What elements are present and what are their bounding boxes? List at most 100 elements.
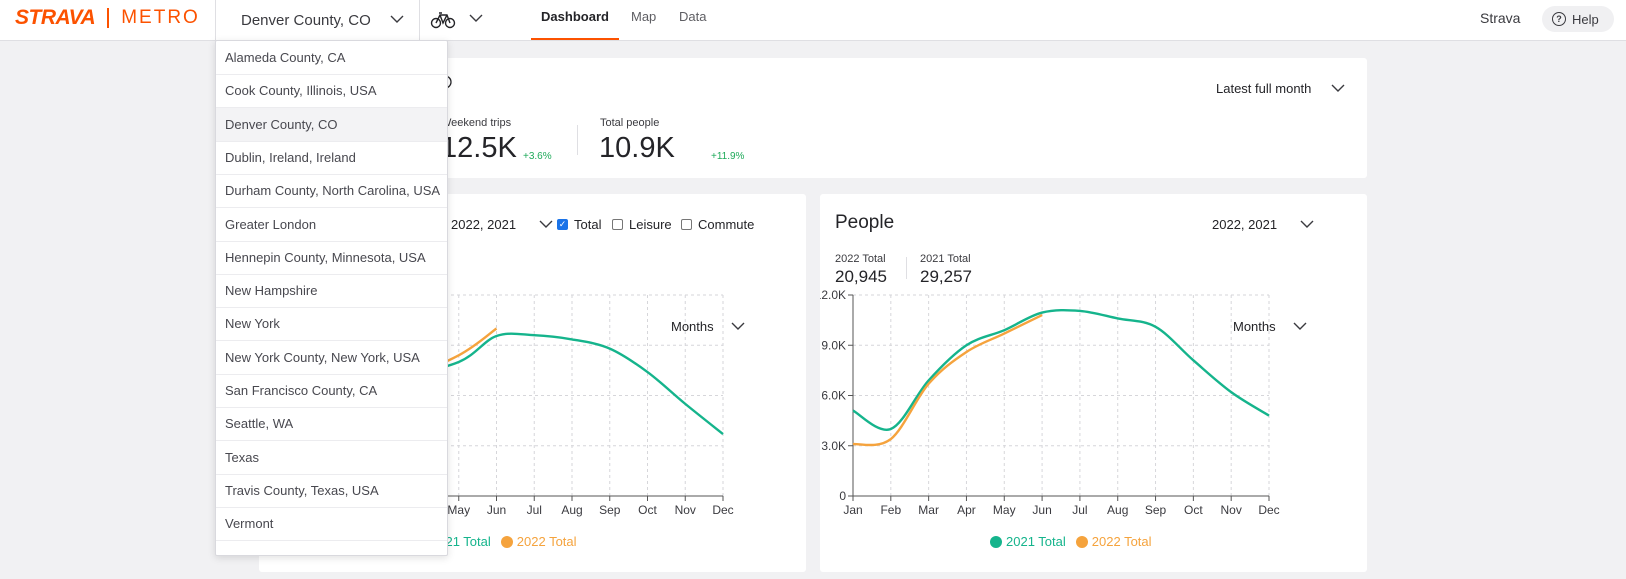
region-option[interactable]: Travis County, Texas, USA	[216, 474, 447, 508]
checkbox-leisure[interactable]: Leisure	[612, 217, 672, 232]
activity-select[interactable]	[430, 7, 490, 33]
checkbox-commute-label: Commute	[698, 217, 755, 232]
total-2021-value: 29,257	[920, 267, 972, 286]
people-card-title: People	[835, 212, 895, 233]
region-option[interactable]: New Hampshire	[216, 274, 447, 309]
chevron-down-icon	[1300, 220, 1314, 228]
stat-label-total-people: Total people	[600, 117, 660, 129]
region-option[interactable]: Texas	[216, 441, 447, 475]
x-axis-tick-label: Nov	[1221, 503, 1242, 517]
y-axis-tick-label: 0	[839, 489, 846, 503]
x-axis-tick-label: Jan	[843, 503, 862, 517]
bike-icon	[430, 12, 456, 29]
checkbox-leisure-label: Leisure	[629, 217, 672, 232]
help-button[interactable]: ? Help	[1542, 6, 1614, 32]
stat-divider	[577, 125, 578, 155]
x-axis-tick-label: Jun	[1032, 503, 1051, 517]
legend-2021-total[interactable]: 2021 Total	[990, 534, 1066, 549]
region-option[interactable]: Durham County, North Carolina, USA	[216, 174, 447, 209]
x-axis-tick-label: Feb	[880, 503, 901, 517]
region-option[interactable]: Denver County, CO	[216, 107, 447, 142]
x-axis-tick-label: Jun	[487, 503, 506, 517]
x-axis-tick-label: May	[993, 503, 1016, 517]
strava-link[interactable]: Strava	[1480, 10, 1521, 26]
top-bar: STRAVA METRO Denver County, CO Dashboard…	[0, 0, 1626, 41]
checkbox-commute-box[interactable]	[681, 219, 692, 230]
trips-granularity-select[interactable]: Months	[671, 319, 745, 334]
legend-2022-total[interactable]: 2022 Total	[500, 534, 577, 549]
people-line-chart: 0 3.0K 6.0K 9.0K 12.0K Jan Feb Mar Apr May Jun Jul A…	[820, 288, 1280, 517]
region-option[interactable]: New York County, New York, USA	[216, 341, 447, 375]
help-icon: ?	[1552, 12, 1566, 26]
people-granularity-value: Months	[1233, 319, 1276, 334]
checkbox-total[interactable]: ✓ Total	[557, 217, 601, 232]
legend-2022-dot	[500, 535, 513, 548]
checkbox-commute[interactable]: Commute	[681, 217, 754, 232]
region-dropdown-menu: Alameda County, CA Cook County, Illinois,…	[215, 40, 448, 556]
x-axis-tick-label: Sep	[1145, 503, 1167, 517]
chevron-down-icon	[731, 322, 745, 330]
trips-years-select[interactable]: 2022, 2021	[451, 217, 553, 232]
y-axis-tick-label: 12.0K	[820, 288, 846, 302]
x-axis-tick-label: Dec	[1258, 503, 1279, 517]
period-select[interactable]: Latest full month	[1216, 81, 1345, 96]
trips-legend: 2021 Total 2022 Total	[431, 534, 587, 549]
x-axis-tick-label: Oct	[638, 503, 657, 517]
region-option[interactable]: New York	[216, 307, 447, 342]
legend-2022-label: 2022 Total	[516, 534, 577, 549]
chevron-down-icon	[469, 14, 483, 22]
region-option[interactable]: Greater London	[216, 208, 447, 242]
help-label: Help	[1572, 11, 1599, 27]
y-axis-tick-label: 9.0K	[821, 338, 846, 352]
people-card: People 2022, 2021 2022 Total 20,945 2021…	[820, 194, 1367, 572]
legend-2021-label: 2021 Total	[1006, 534, 1066, 549]
legend-2022-dot	[1075, 535, 1088, 548]
stat-delta-weekend-trips: +3.6%	[523, 151, 552, 162]
x-axis-tick-label: May	[447, 503, 470, 517]
x-axis-tick-label: Nov	[675, 503, 696, 517]
region-option[interactable]: Dublin, Ireland, Ireland	[216, 141, 447, 175]
region-select[interactable]: Denver County, CO	[215, 0, 420, 40]
period-select-value: Latest full month	[1216, 81, 1312, 96]
people-legend: 2021 Total 2022 Total	[990, 534, 1162, 549]
total-2022-value: 20,945	[835, 267, 887, 286]
strava-metro-logo[interactable]: STRAVA METRO	[15, 6, 200, 29]
checkbox-leisure-box[interactable]	[612, 219, 623, 230]
people-years-select[interactable]: 2022, 2021	[1212, 217, 1314, 232]
region-select-value: Denver County, CO	[241, 11, 371, 29]
series-line-2021-total	[852, 308, 1270, 431]
x-axis-tick-label: Mar	[918, 503, 939, 517]
chevron-down-icon	[1331, 84, 1345, 92]
total-2021-label: 2021 Total	[920, 253, 971, 265]
region-option[interactable]: San Francisco County, CA	[216, 374, 447, 408]
region-option[interactable]: Hennepin County, Minnesota, USA	[216, 241, 447, 275]
x-axis-tick-label: Dec	[712, 503, 733, 517]
x-axis-tick-label: Apr	[957, 503, 976, 517]
stat-value-weekend-trips: 12.5K	[441, 132, 517, 164]
total-2022-label: 2022 Total	[835, 253, 886, 265]
people-granularity-select[interactable]: Months	[1233, 319, 1307, 334]
checkbox-total-box[interactable]: ✓	[557, 219, 568, 230]
region-option[interactable]: Alameda County, CA	[216, 41, 447, 75]
stat-label-weekend-trips: Weekend trips	[441, 117, 512, 129]
x-axis-tick-label: Oct	[1184, 503, 1203, 517]
logo-strava-text: STRAVA	[15, 6, 96, 29]
totals-divider	[906, 257, 907, 279]
y-axis-tick-label: 6.0K	[821, 389, 846, 403]
tab-data[interactable]: Data	[679, 9, 707, 24]
logo-divider	[107, 8, 110, 28]
region-option[interactable]: Vermont	[216, 507, 447, 542]
region-option[interactable]: Cook County, Illinois, USA	[216, 74, 447, 109]
chevron-down-icon	[390, 15, 404, 23]
region-option[interactable]: Seattle, WA	[216, 407, 447, 442]
chevron-down-icon	[539, 220, 553, 228]
x-axis-tick-label: Jul	[1072, 503, 1087, 517]
tab-map[interactable]: Map	[631, 9, 657, 24]
legend-2022-label: 2022 Total	[1091, 534, 1152, 549]
stat-delta-total-people: +11.9%	[711, 151, 745, 162]
legend-2022-total[interactable]: 2022 Total	[1075, 534, 1152, 549]
x-axis-tick-label: Aug	[1107, 503, 1128, 517]
x-axis-tick-label: Sep	[599, 503, 621, 517]
people-years-value: 2022, 2021	[1212, 217, 1278, 232]
tab-dashboard[interactable]: Dashboard	[531, 0, 619, 40]
